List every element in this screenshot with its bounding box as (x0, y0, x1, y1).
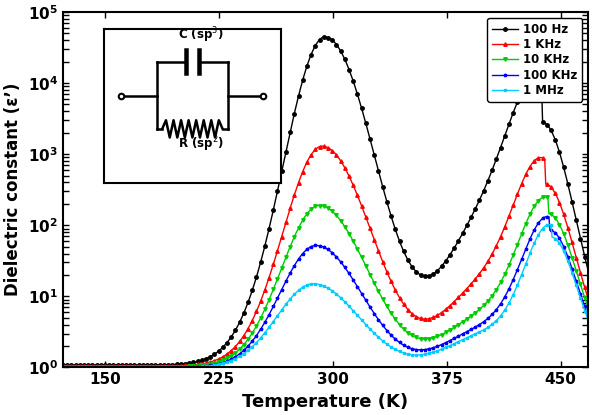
100 Hz (373, 161, 380, 166)
Text: R (sp$^2$): R (sp$^2$) (178, 134, 224, 154)
10 KHz (312, 204, 319, 209)
1 KHz (584, 295, 591, 300)
1 MHz (572, 283, 580, 288)
100 KHz (543, 214, 551, 219)
100 KHz (308, 244, 316, 249)
1 MHz (584, 317, 591, 322)
Line: 100 KHz: 100 KHz (61, 215, 590, 369)
100 Hz (59, 363, 66, 368)
10 KHz (541, 195, 548, 200)
1 MHz (343, 301, 350, 306)
1 KHz (345, 171, 352, 176)
10 KHz (572, 269, 580, 273)
1 MHz (308, 281, 316, 286)
100 Hz (491, 162, 498, 167)
100 Hz (345, 64, 352, 69)
100 KHz (59, 365, 66, 370)
10 KHz (59, 364, 66, 369)
1 KHz (491, 247, 498, 252)
100 Hz (572, 218, 580, 223)
1 MHz (490, 321, 497, 326)
Line: 10 KHz: 10 KHz (61, 195, 590, 369)
10 KHz (343, 227, 350, 232)
1 KHz (572, 255, 580, 260)
Line: 100 Hz: 100 Hz (61, 35, 590, 367)
100 Hz (321, 34, 329, 39)
10 KHz (372, 283, 379, 288)
Line: 1 MHz: 1 MHz (62, 223, 589, 369)
100 Hz (312, 43, 319, 48)
1 MHz (312, 281, 319, 286)
Line: 1 KHz: 1 KHz (61, 144, 590, 368)
1 MHz (545, 222, 552, 227)
100 KHz (572, 279, 580, 284)
1 KHz (373, 243, 380, 248)
1 KHz (308, 151, 316, 156)
1 KHz (312, 147, 319, 152)
X-axis label: Temperature (K): Temperature (K) (242, 393, 408, 411)
100 KHz (490, 311, 497, 316)
10 KHz (490, 292, 497, 297)
100 Hz (308, 49, 316, 54)
1 MHz (372, 332, 379, 337)
100 Hz (584, 267, 591, 272)
100 KHz (312, 243, 319, 248)
Legend: 100 Hz, 1 KHz, 10 KHz, 100 KHz, 1 MHz: 100 Hz, 1 KHz, 10 KHz, 100 KHz, 1 MHz (487, 18, 582, 102)
100 KHz (372, 312, 379, 317)
10 KHz (584, 304, 591, 309)
1 KHz (318, 144, 325, 149)
Y-axis label: Dielectric constant (ε’): Dielectric constant (ε’) (4, 83, 22, 296)
Text: C (sp$^3$): C (sp$^3$) (179, 26, 224, 45)
1 MHz (59, 365, 66, 370)
100 KHz (584, 312, 591, 317)
1 KHz (59, 364, 66, 369)
100 KHz (343, 268, 350, 273)
10 KHz (308, 206, 316, 211)
